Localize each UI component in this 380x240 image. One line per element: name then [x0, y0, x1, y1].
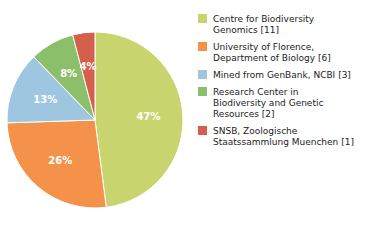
legend-label-line: Biodiversity and Genetic	[213, 98, 323, 108]
slice-label: 4%	[80, 61, 97, 72]
legend-label-line: Mined from GenBank, NCBI [3]	[213, 70, 351, 80]
legend-swatch	[198, 14, 207, 23]
legend-swatch	[198, 126, 207, 135]
slice-labels: 47% 26% 13% 8%4%	[33, 61, 160, 166]
legend-label-line: SNSB, Zoologische	[213, 126, 298, 136]
slice-label: 8%	[60, 68, 77, 79]
slices	[7, 32, 183, 208]
legend-swatch	[198, 42, 207, 51]
legend-label-line: Genomics [11]	[213, 25, 279, 35]
legend-label: SNSB, ZoologischeStaatssammlung Muenchen…	[213, 126, 354, 147]
legend-label-line: Centre for Biodiversity	[213, 14, 315, 24]
legend-swatch	[198, 70, 207, 79]
slice	[95, 32, 183, 207]
legend-label: Centre for BiodiversityGenomics [11]	[213, 14, 315, 35]
legend-label: Mined from GenBank, NCBI [3]	[213, 70, 351, 80]
legend-swatch	[198, 87, 207, 96]
legend: Centre for BiodiversityGenomics [11] Univ…	[198, 14, 354, 147]
chart: 47% 26% 13% 8%4% Centre for BiodiversityGeno…	[0, 0, 380, 240]
legend-label-line: Resources [2]	[213, 109, 275, 119]
chart-container: 47% 26% 13% 8%4% Centre for BiodiversityGeno…	[0, 0, 380, 240]
slice	[7, 120, 106, 208]
slice-label: 47%	[137, 111, 161, 122]
legend-label-line: Department of Biology [6]	[213, 53, 331, 63]
legend-label-line: Research Center in	[213, 87, 299, 97]
slice-label: 26%	[48, 155, 72, 166]
legend-label-line: Staatssammlung Muenchen [1]	[213, 137, 354, 147]
legend-label: University of Florence,Department of Bio…	[213, 42, 331, 63]
slice-label: 13%	[33, 94, 57, 105]
legend-label-line: University of Florence,	[213, 42, 314, 52]
legend-label: Research Center inBiodiversity and Genet…	[213, 87, 323, 119]
